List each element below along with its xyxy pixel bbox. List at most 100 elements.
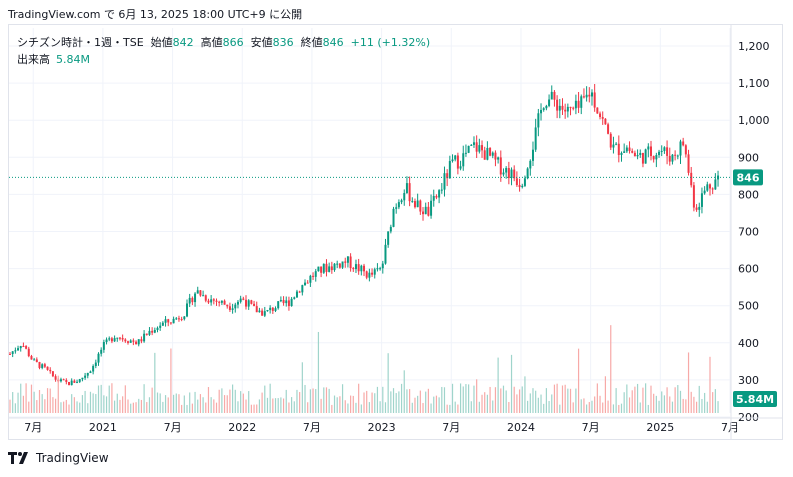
candle-body: [641, 153, 644, 164]
candle-body: [424, 206, 427, 215]
candle-body: [518, 185, 521, 188]
candle-body: [438, 190, 441, 198]
candle-body: [253, 303, 256, 307]
candle-body: [706, 184, 709, 191]
candle-body: [389, 226, 392, 232]
candle-body: [285, 300, 288, 304]
volume-bar: [545, 388, 547, 413]
volume-bar: [478, 401, 480, 413]
volume-bar: [352, 395, 354, 413]
volume-bar: [113, 400, 116, 413]
candle-body: [580, 96, 583, 108]
candle-body: [17, 348, 20, 351]
candle-body: [304, 282, 307, 286]
candle-body: [510, 169, 513, 179]
volume-bar: [596, 383, 598, 413]
candle-body: [478, 145, 481, 152]
volume-bar: [218, 389, 220, 413]
candle-body: [261, 310, 264, 316]
y-tick-label: 800: [738, 188, 759, 201]
volume-bar: [14, 403, 16, 413]
candle-body: [41, 364, 44, 368]
y-tick-label: 700: [738, 226, 759, 239]
candle-body: [132, 340, 135, 342]
volume-bar: [215, 402, 218, 413]
volume-bar: [414, 397, 416, 413]
volume-bar: [500, 388, 502, 413]
candle-body: [354, 264, 357, 270]
candle-body: [287, 300, 290, 307]
volume-bar: [146, 402, 148, 413]
volume-bar: [9, 399, 11, 413]
candle-body: [411, 201, 414, 203]
volume-bar: [25, 383, 27, 413]
volume-bar: [639, 402, 641, 413]
volume-bar: [529, 393, 531, 413]
volume-bar: [124, 385, 126, 413]
candle-body: [687, 154, 690, 173]
volume-bar: [331, 404, 333, 413]
volume-bar: [384, 402, 387, 413]
volume-bar: [181, 404, 183, 413]
candle-body: [623, 151, 626, 153]
volume-bar: [57, 375, 59, 413]
symbol-label: シチズン時計・1週・TSE: [17, 36, 144, 49]
volume-bar: [41, 394, 43, 413]
candle-body: [558, 105, 561, 111]
candle-body: [226, 304, 229, 307]
volume-bar: [92, 393, 94, 413]
candle-body: [644, 149, 647, 164]
volume-bar: [577, 348, 580, 413]
volume-bar: [175, 393, 177, 413]
volume-bar: [395, 393, 397, 413]
candle-body: [322, 263, 325, 273]
candle-body: [590, 92, 593, 97]
candle-body: [33, 359, 36, 361]
volume-bar: [698, 385, 700, 413]
volume-bar: [623, 392, 625, 413]
tv-logo-icon: [8, 452, 28, 464]
volume-bar: [663, 395, 665, 413]
candle-body: [531, 149, 534, 161]
volume-bar: [132, 402, 134, 413]
volume-bar: [221, 388, 223, 413]
candle-body: [615, 143, 618, 145]
volume-bar: [620, 403, 623, 413]
candle-body: [636, 155, 639, 157]
volume-bar: [52, 397, 54, 413]
candle-body: [65, 380, 68, 382]
candle-body: [588, 94, 591, 97]
candle-body: [647, 146, 650, 150]
volume-bar: [261, 392, 263, 413]
volume-bar: [172, 394, 175, 413]
volume-bar: [293, 401, 295, 413]
volume-bar: [508, 402, 510, 413]
volume-bar: [679, 390, 682, 413]
volume-bar: [256, 404, 258, 413]
volume-bar: [666, 387, 668, 413]
candle-body: [523, 178, 526, 186]
volume-bar: [567, 388, 569, 413]
candle-body: [371, 272, 374, 275]
candle-body: [54, 376, 57, 380]
x-tick-label: 2024: [507, 421, 535, 434]
candle-body: [59, 379, 62, 382]
volume-bar: [20, 383, 22, 413]
candle-body: [81, 377, 84, 380]
candle-body: [599, 113, 602, 118]
candle-body: [507, 168, 510, 179]
volume-bar: [695, 401, 698, 413]
volume-bar: [443, 387, 446, 413]
candle-body: [537, 113, 540, 128]
candle-body: [676, 155, 679, 157]
candle-body: [416, 200, 419, 208]
candle-body: [376, 268, 379, 270]
volume-bar: [242, 393, 244, 413]
candle-body: [521, 185, 524, 188]
volume-bar: [636, 383, 639, 413]
volume-bar: [71, 394, 73, 413]
volume-bar: [524, 376, 526, 413]
volume-bar: [535, 390, 537, 413]
volume-bar: [272, 398, 274, 413]
